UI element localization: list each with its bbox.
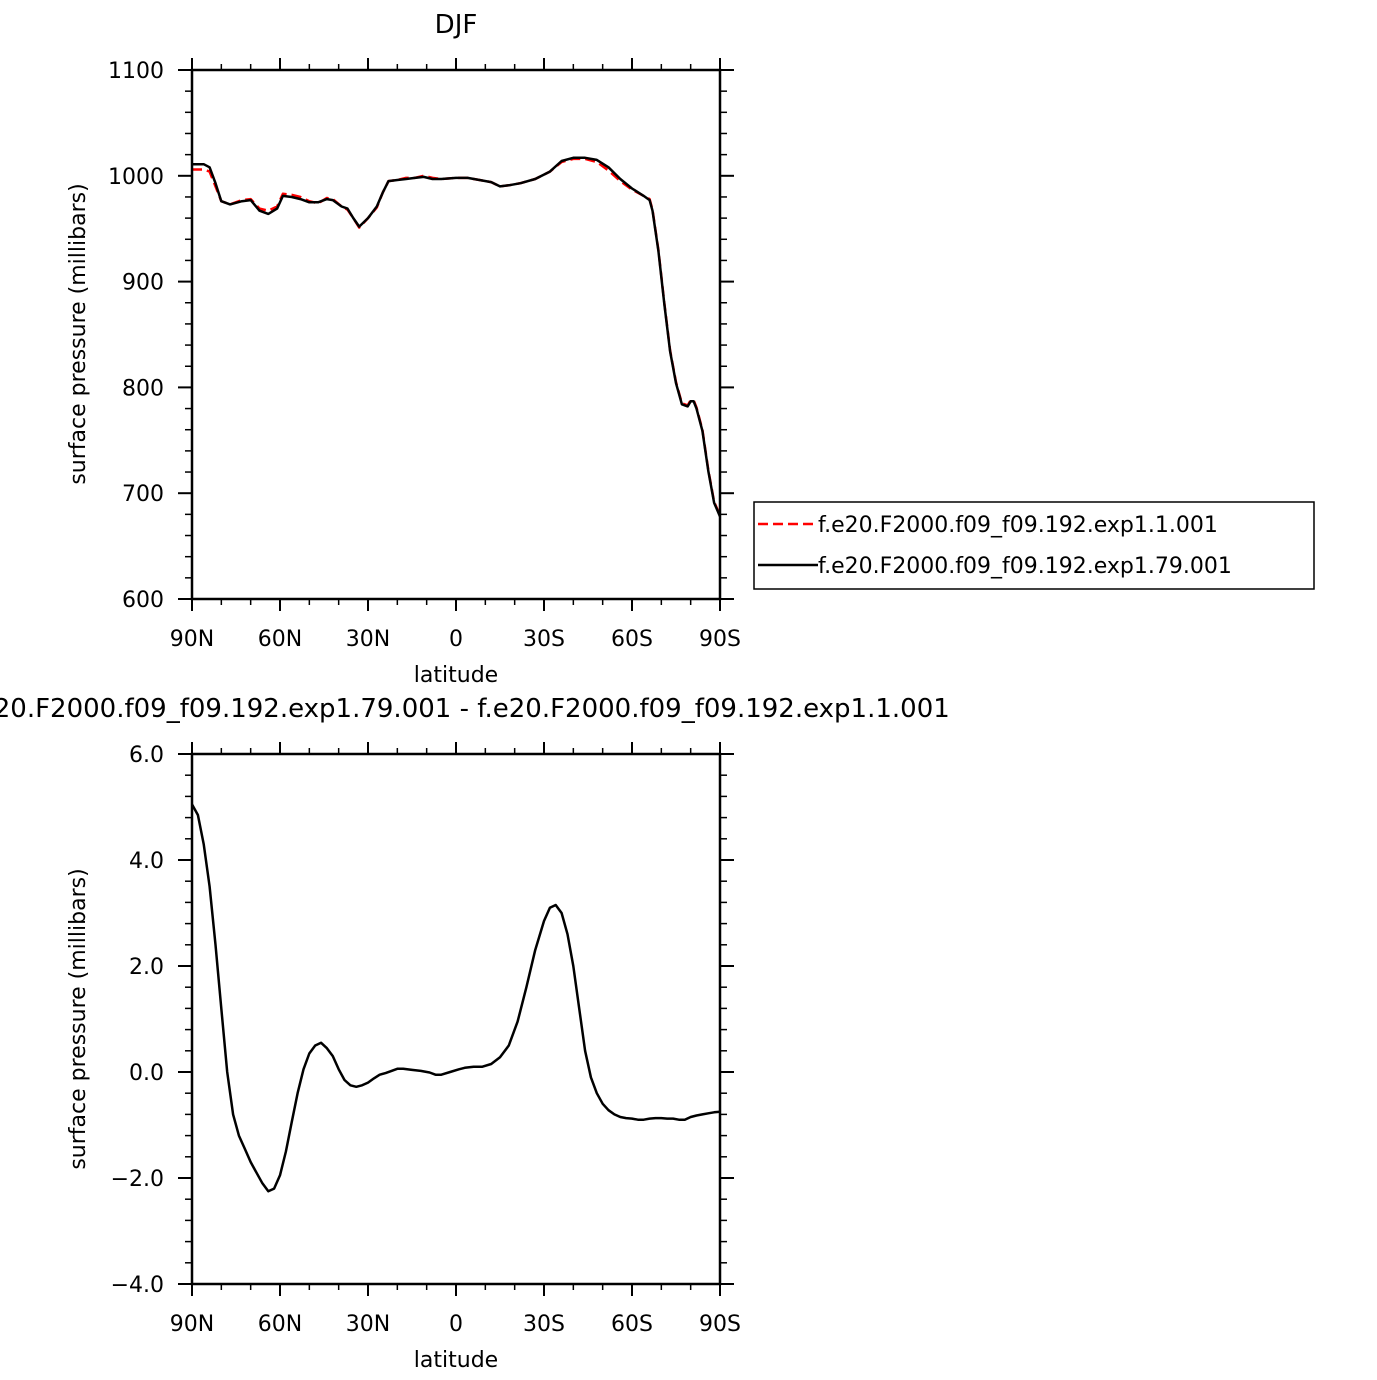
top-panel-y-axis-label: surface pressure (millibars) (66, 183, 91, 484)
top-panel: DJF latitude surface pressure (millibars… (66, 10, 741, 688)
y-tick-label: 900 (122, 271, 164, 296)
x-tick-label: 0 (449, 627, 463, 652)
top-panel-ticks: 90N 60N 30N 0 30S 60S 90S 600 700 800 900 1000 1100 (108, 58, 741, 652)
bottom-panel: f.e20.F2000.f09_f09.192.exp1.79.001 - f.… (0, 694, 950, 1373)
x-tick-label: 30S (523, 1312, 565, 1337)
top-panel-series (192, 156, 722, 517)
y-tick-label: 700 (122, 482, 164, 507)
bottom-panel-frame (190, 752, 722, 1286)
bottom-panel-series (190, 803, 721, 1193)
x-tick-label: 60N (258, 1312, 302, 1337)
x-tick-label: 90S (699, 1312, 741, 1337)
top-panel-x-axis-label: latitude (414, 663, 498, 688)
x-tick-label: 60S (611, 1312, 653, 1337)
top-panel-frame (190, 68, 722, 601)
bottom-panel-x-axis-label: latitude (414, 1348, 498, 1373)
top-panel-title: DJF (435, 10, 478, 40)
y-tick-label: 6.0 (129, 743, 164, 768)
legend-box (753, 501, 1315, 590)
y-tick-label: −4.0 (111, 1273, 164, 1298)
x-tick-label: 30S (523, 627, 565, 652)
series-line-0-1 (192, 156, 722, 517)
x-tick-label: 30N (346, 1312, 390, 1337)
legend: f.e20.F2000.f09_f09.192.exp1.1.001 f.e20… (753, 501, 1315, 590)
y-tick-label: 0.0 (129, 1061, 164, 1086)
x-tick-label: 30N (346, 627, 390, 652)
legend-label-exp1-79: f.e20.F2000.f09_f09.192.exp1.79.001 (818, 554, 1232, 579)
bottom-panel-y-axis-label: surface pressure (millibars) (66, 868, 91, 1169)
bottom-panel-ticks: 90N 60N 30N 0 30S 60S 90S −4.0 −2.0 0.0 2.0 4.0 6.0 (111, 742, 741, 1337)
bottom-panel-title: f.e20.F2000.f09_f09.192.exp1.79.001 - f.… (0, 694, 950, 724)
x-tick-label: 0 (449, 1312, 463, 1337)
y-tick-label: 1000 (108, 165, 164, 190)
y-tick-label: 600 (122, 588, 164, 613)
y-tick-label: −2.0 (111, 1167, 164, 1192)
y-tick-label: 800 (122, 376, 164, 401)
y-tick-label: 4.0 (129, 849, 164, 874)
y-tick-label: 2.0 (129, 955, 164, 980)
x-tick-label: 60S (611, 627, 653, 652)
y-tick-label: 1100 (108, 59, 164, 84)
x-tick-label: 90N (170, 1312, 214, 1337)
x-tick-label: 90N (170, 627, 214, 652)
series-line-1-0 (190, 803, 721, 1193)
x-tick-label: 60N (258, 627, 302, 652)
legend-label-exp1-1: f.e20.F2000.f09_f09.192.exp1.1.001 (818, 513, 1218, 538)
x-tick-label: 90S (699, 627, 741, 652)
